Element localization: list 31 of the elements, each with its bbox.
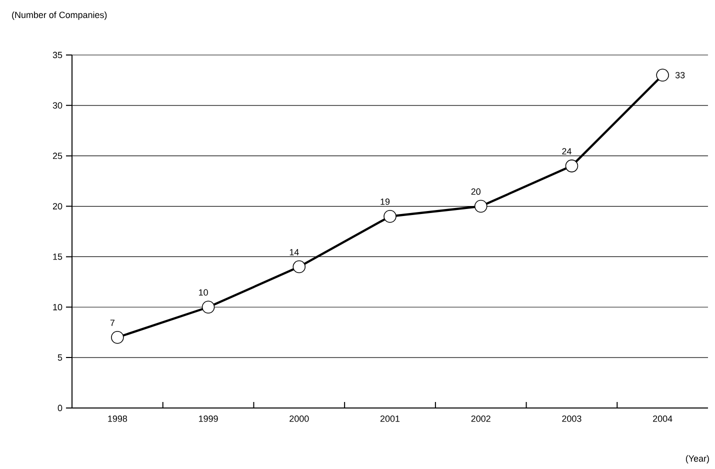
y-axis-title: (Number of Companies) [12,12,107,20]
x-axis-title: (Year) [686,455,709,464]
point [292,260,306,274]
x-tick-label: 2000 [290,416,309,422]
data-label: 10 [198,289,208,296]
point [565,160,578,172]
y-tick-label: 0 [58,404,62,412]
point [202,300,215,314]
point [111,330,124,344]
x-tick-label: 2002 [471,416,490,422]
data-label: 20 [471,188,481,195]
y-tick-label: 5 [58,354,62,361]
y-tick-label: 20 [52,203,62,210]
x-tick-label: 1998 [108,416,128,422]
y-tick-label: 30 [52,102,62,109]
y-tick-label: 35 [52,52,62,58]
y-tick-label: 10 [53,304,62,310]
x-tick-label: 2004 [653,416,672,422]
y-tick-label: 25 [52,152,62,160]
point [384,210,396,223]
y-tick-label: 15 [53,254,62,260]
x-tick-label: 2001 [380,416,400,422]
point [656,68,669,82]
data-label: 33 [675,72,685,78]
x-tick-label: 1999 [199,416,218,422]
data-label: 7 [110,320,114,326]
data-label: 19 [380,198,390,205]
data-label: 24 [562,148,572,154]
point [474,200,488,213]
x-tick-label: 2003 [562,416,582,422]
data-label: 14 [290,249,299,256]
